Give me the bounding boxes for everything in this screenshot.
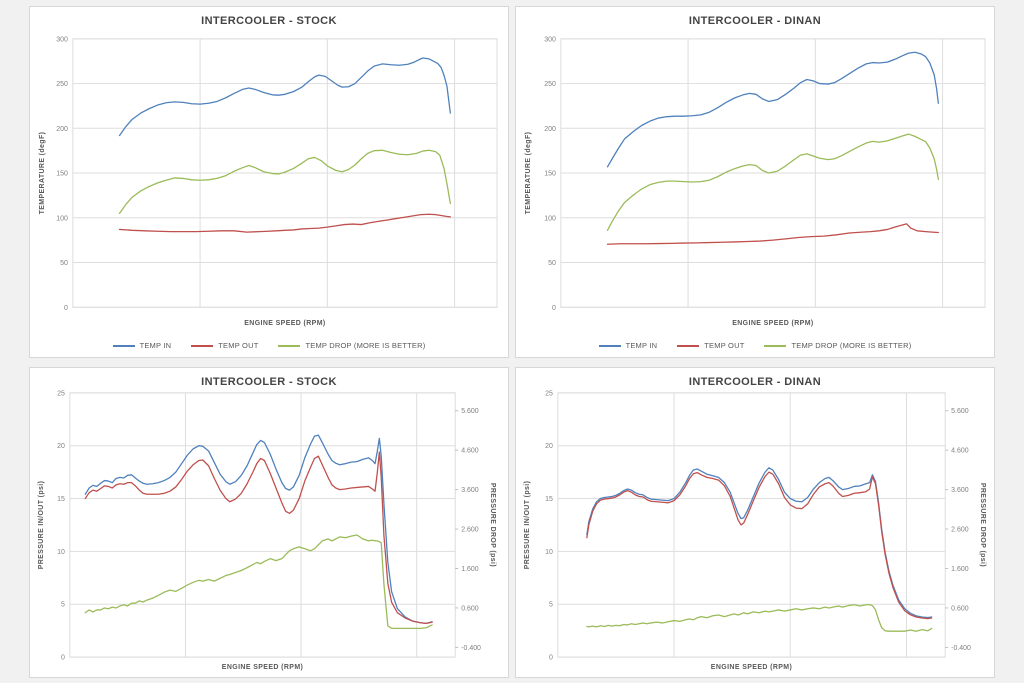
y-axis-tick-label: 10 (57, 549, 65, 556)
y-axis-tick-label: 100 (544, 215, 556, 222)
legend-item-temp-drop-more-is-better-: TEMP DROP (MORE IS BETTER) (764, 341, 911, 350)
y-axis-tick-label: 15 (57, 496, 65, 503)
x-axis-title: ENGINE SPEED (RPM) (244, 320, 325, 327)
series-temp-out (606, 223, 939, 245)
legend-label: TEMP IN (625, 341, 658, 350)
y-axis-tick-label: 20 (57, 443, 65, 450)
legend-item-temp-drop-more-is-better-: TEMP DROP (MORE IS BETTER) (278, 341, 425, 350)
y2-axis-tick-label: 5.600 (951, 408, 969, 415)
y2-axis-tick-label: 2.600 (951, 527, 969, 534)
series-pressure-in (586, 467, 933, 619)
legend-swatch (677, 344, 700, 347)
legend-item-temp-out: TEMP OUT (191, 341, 258, 350)
chart-panel-temp-stock: INTERCOOLER - STOCK 300 250 200 150 100 50 0 EN… (29, 6, 509, 358)
y-axis-tick-label: 15 (545, 496, 553, 503)
series-temp-drop-more-is-better- (118, 149, 451, 214)
y-axis-tick-label: 150 (544, 171, 556, 178)
y-axis-tick-label: 25 (57, 390, 65, 397)
legend-label: TEMP DROP (MORE IS BETTER) (305, 341, 426, 350)
y-axis-tick-label: 0 (64, 305, 68, 312)
legend-swatch (278, 344, 301, 347)
series-temp-in (118, 57, 451, 137)
chart-title-temp-stock: INTERCOOLER - STOCK (201, 15, 337, 27)
plot-border (557, 392, 946, 658)
chart-panel-pressure-stock: INTERCOOLER - STOCK 25 20 15 10 5 0 5.600 4.600… (29, 367, 509, 678)
series-pressure-out (84, 451, 433, 624)
y-axis-tick-label: 20 (545, 443, 553, 450)
legend-item-temp-in: TEMP IN (598, 341, 658, 350)
y2-axis-tick-label: 4.600 (951, 448, 969, 455)
y2-axis-tick-label: -0.400 (951, 645, 971, 652)
y2-axis-tick-label: 0.600 (461, 605, 479, 612)
legend-label: TEMP IN (139, 341, 172, 350)
legend-item-temp-in: TEMP IN (112, 341, 172, 350)
y-axis-tick-label: 5 (549, 602, 553, 609)
y-axis-title: PRESSURE IN/OUT (psi) (524, 481, 531, 570)
series-temp-drop-more-is-better- (606, 133, 939, 231)
legend-swatch (598, 344, 621, 347)
y2-axis-tick-label: 1.600 (951, 566, 969, 573)
y-axis-tick-label: 0 (549, 655, 553, 662)
series-pressure-out (586, 471, 933, 620)
y-axis-tick-label: 25 (545, 390, 553, 397)
y2-axis-tick-label: -0.400 (461, 645, 481, 652)
legend-label: TEMP OUT (218, 341, 259, 350)
x-axis-title: ENGINE SPEED (RPM) (222, 664, 303, 671)
y-axis-tick-label: 0 (61, 655, 65, 662)
y-axis-tick-label: 50 (548, 260, 556, 267)
y-axis-tick-label: 250 (544, 81, 556, 88)
series-temp-in (606, 51, 939, 168)
chart-legend: TEMP IN TEMP OUT TEMP DROP (MORE IS BETTER… (516, 341, 994, 350)
y2-axis-tick-label: 3.600 (461, 487, 479, 494)
pressure-plot-stock: 25 20 15 10 5 0 5.600 4.600 3.600 2.600 1.600 0.600… (38, 390, 496, 671)
y2-axis-tick-label: 5.600 (461, 408, 479, 415)
temperature-plot-dinan: 300 250 200 150 100 50 0 ENGINE SPEED (RPM) TEMP… (525, 36, 986, 327)
pressure-plot-dinan: 25 20 15 10 5 0 5.600 4.600 3.600 2.600 1.600 0.600… (524, 390, 986, 671)
y-axis-tick-label: 300 (56, 36, 68, 43)
y-axis-title: PRESSURE IN/OUT (psi) (38, 481, 45, 570)
y-axis-tick-label: 150 (56, 171, 68, 178)
series-temp-out (118, 213, 451, 233)
y-axis-title: TEMPERATURE (degF) (525, 132, 532, 215)
y-axis-tick-label: 300 (544, 36, 556, 43)
series-pressure-in (84, 434, 433, 624)
y2-axis-tick-label: 2.600 (461, 527, 479, 534)
chart-title-temp-dinan: INTERCOOLER - DINAN (688, 15, 822, 27)
y2-axis-tick-label: 0.600 (951, 605, 969, 612)
legend-label: TEMP OUT (704, 341, 745, 350)
chart-panel-pressure-dinan: INTERCOOLER - DINAN 25 20 15 10 5 0 5.600 4.600… (515, 367, 995, 678)
x-axis-title: ENGINE SPEED (RPM) (732, 320, 813, 327)
x-axis-title: ENGINE SPEED (RPM) (711, 664, 792, 671)
legend-swatch (764, 344, 787, 347)
legend-label: TEMP DROP (MORE IS BETTER) (791, 341, 912, 350)
legend-item-temp-out: TEMP OUT (677, 341, 744, 350)
chart-title-pressure-dinan: INTERCOOLER - DINAN (688, 376, 822, 388)
y-axis-tick-label: 5 (61, 602, 65, 609)
y2-axis-tick-label: 1.600 (461, 566, 479, 573)
series-pressure-drop (586, 604, 933, 632)
y-axis-tick-label: 0 (552, 305, 556, 312)
temperature-plot-stock: 300 250 200 150 100 50 0 ENGINE SPEED (RPM) TEMP… (39, 36, 498, 327)
chart-title-pressure-stock: INTERCOOLER - STOCK (201, 376, 337, 388)
plot-border (69, 392, 456, 658)
y2-axis-tick-label: 3.600 (951, 487, 969, 494)
y2-axis-tick-label: 4.600 (461, 448, 479, 455)
y-axis-tick-label: 100 (56, 215, 68, 222)
legend-swatch (112, 344, 135, 347)
y-axis-tick-label: 10 (545, 549, 553, 556)
legend-swatch (191, 344, 214, 347)
y-axis-tick-label: 200 (544, 126, 556, 133)
series-pressure-drop (84, 534, 433, 630)
y-axis-tick-label: 250 (56, 81, 68, 88)
y-axis-title: TEMPERATURE (degF) (39, 132, 46, 215)
chart-legend: TEMP IN TEMP OUT TEMP DROP (MORE IS BETTER… (30, 341, 508, 350)
y-axis-tick-label: 50 (60, 260, 68, 267)
y2-axis-title: PRESSURE DROP (psi) (489, 483, 496, 567)
y-axis-tick-label: 200 (56, 126, 68, 133)
chart-panel-temp-dinan: INTERCOOLER - DINAN 300 250 200 150 100 50 0 EN… (515, 6, 995, 358)
y2-axis-title: PRESSURE DROP (psi) (979, 483, 986, 567)
